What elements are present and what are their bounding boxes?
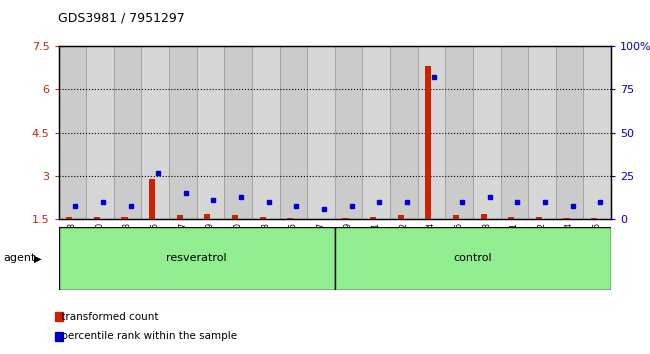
Bar [204, 214, 211, 219]
Bar [556, 46, 584, 219]
Bar [66, 217, 72, 219]
Text: control: control [454, 253, 492, 263]
Bar [280, 46, 307, 219]
Bar [425, 66, 432, 219]
Bar [536, 217, 542, 219]
Bar [307, 46, 335, 219]
Bar [252, 46, 280, 219]
Bar [343, 218, 348, 219]
Bar [363, 46, 390, 219]
Bar [480, 214, 487, 219]
Bar [122, 217, 127, 219]
Bar [58, 46, 86, 219]
Bar [473, 46, 500, 219]
Bar [370, 217, 376, 219]
Bar [114, 46, 142, 219]
Bar [287, 218, 293, 219]
Bar [259, 217, 266, 219]
Bar [398, 215, 404, 219]
Text: percentile rank within the sample: percentile rank within the sample [58, 331, 238, 341]
Bar [591, 218, 597, 219]
Bar [55, 332, 63, 341]
Text: resveratrol: resveratrol [166, 253, 227, 263]
Bar [445, 46, 473, 219]
Bar [177, 215, 183, 219]
Bar [564, 218, 569, 219]
Text: transformed count: transformed count [58, 312, 159, 322]
Bar [453, 215, 459, 219]
Bar [584, 46, 611, 219]
Bar [224, 46, 252, 219]
Bar [528, 46, 556, 219]
Bar [335, 227, 611, 290]
Bar [149, 179, 155, 219]
Bar [94, 217, 100, 219]
Text: GDS3981 / 7951297: GDS3981 / 7951297 [58, 12, 185, 25]
Bar [232, 215, 238, 219]
Bar [86, 46, 114, 219]
Bar [390, 46, 417, 219]
Bar [196, 46, 224, 219]
Bar [169, 46, 196, 219]
Bar [508, 217, 514, 219]
Bar [335, 46, 363, 219]
Bar [500, 46, 528, 219]
Text: agent: agent [3, 253, 36, 263]
Text: ▶: ▶ [34, 253, 42, 263]
Bar [55, 312, 63, 321]
Bar [142, 46, 169, 219]
Bar [58, 227, 335, 290]
Bar [417, 46, 445, 219]
